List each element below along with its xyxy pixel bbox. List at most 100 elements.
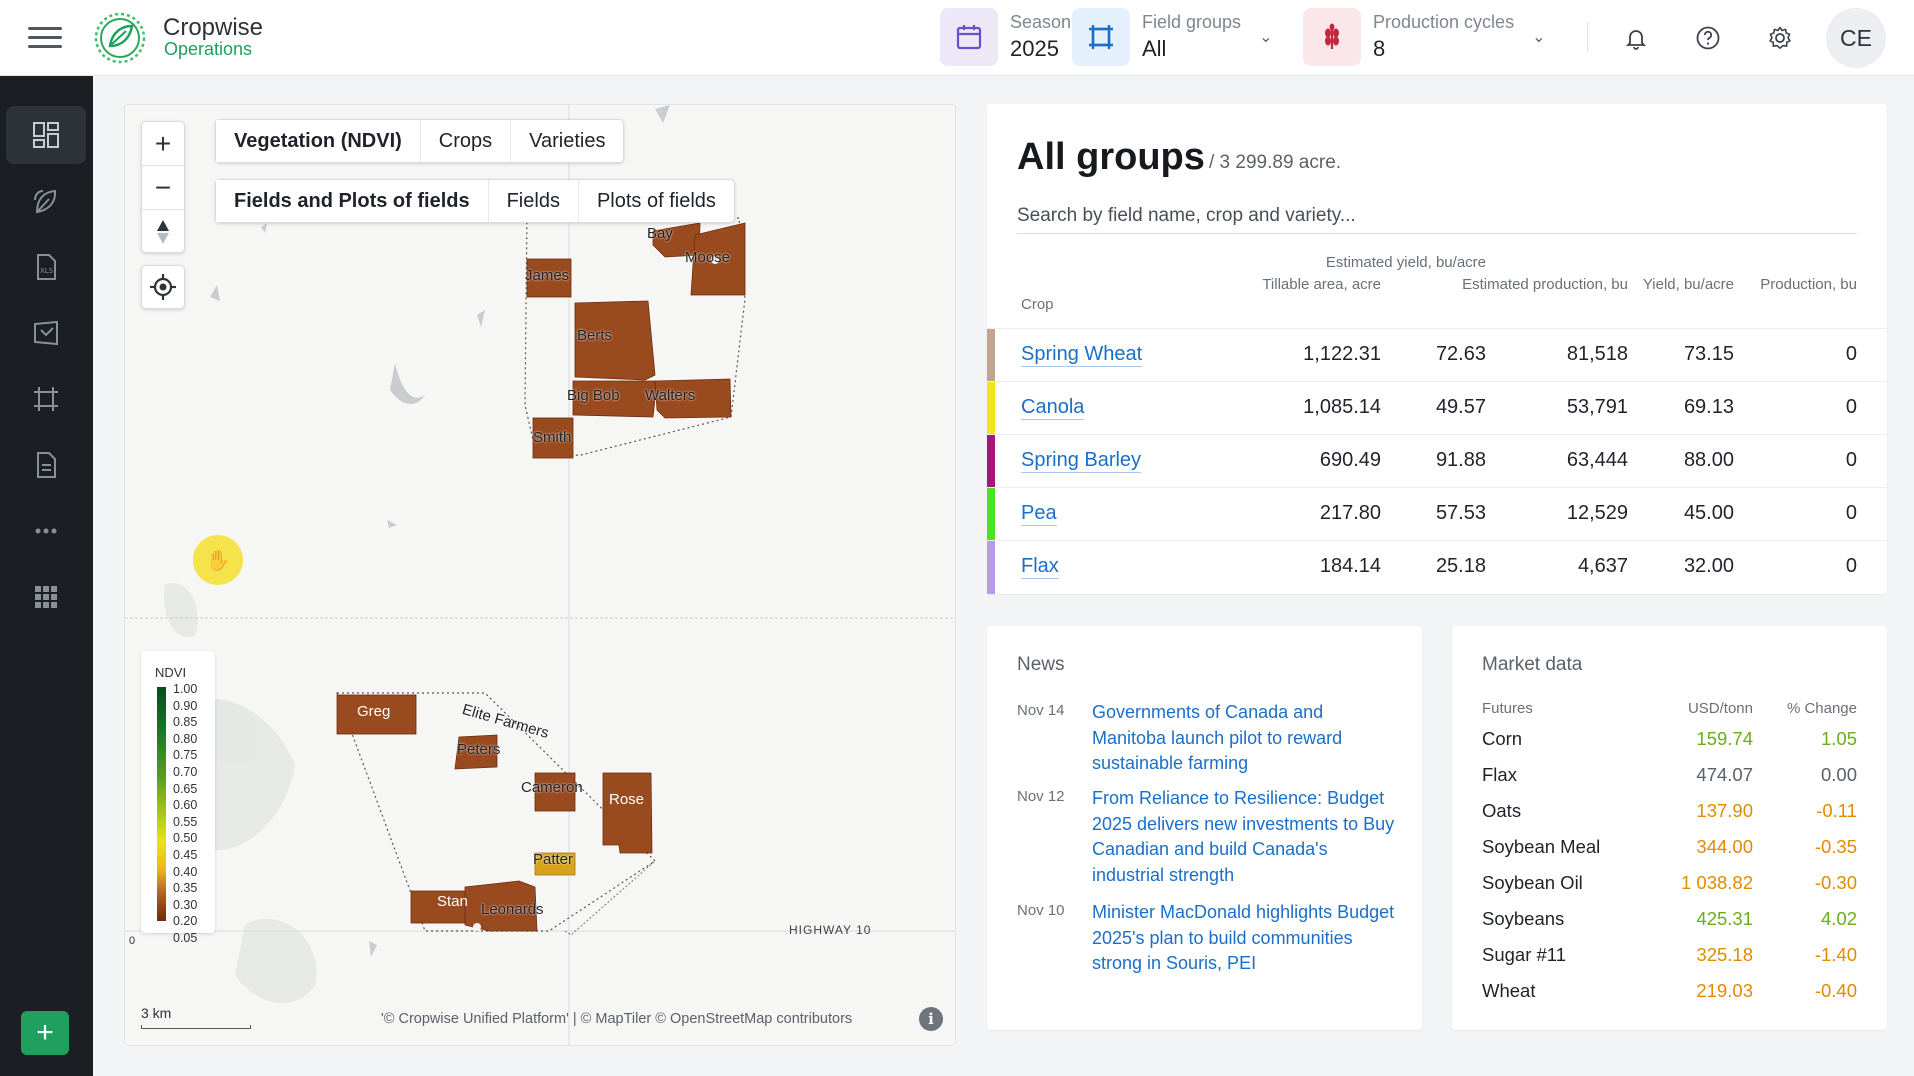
crop-link[interactable]: Pea <box>1021 502 1057 526</box>
crop-link[interactable]: Spring Wheat <box>1021 343 1143 367</box>
table-row[interactable]: Spring Barley 690.49 91.88 63,444 88.00 0 <box>987 434 1887 488</box>
field-groups-selector[interactable]: Field groups All ⌄ <box>1072 6 1272 68</box>
legend-value: 0.20 <box>173 914 198 929</box>
field-map[interactable]: Bay Moose James Berts Big Bob Walters Sm… <box>124 104 956 1046</box>
legend-value: 0.90 <box>173 698 198 713</box>
column-header-price: USD/tonn <box>1687 700 1753 717</box>
commodity-change: 1.05 <box>1820 728 1857 749</box>
field-label[interactable]: Walters <box>645 387 696 404</box>
field-label[interactable]: Greg <box>357 703 391 720</box>
add-button[interactable]: + <box>21 1011 69 1055</box>
production-cycles-selector[interactable]: Production cycles 8 ⌄ <box>1303 6 1545 68</box>
nav-field-map[interactable] <box>6 304 86 362</box>
news-link[interactable]: From Reliance to Resilience: Budget 2025… <box>1092 788 1395 885</box>
cell-est-yield: 57.53 <box>1435 502 1486 524</box>
field-label[interactable]: Leonards <box>481 901 544 918</box>
menu-icon[interactable] <box>28 23 62 53</box>
field-label[interactable]: Stan <box>437 893 468 910</box>
commodity-change: 4.02 <box>1820 908 1857 929</box>
news-link[interactable]: Governments of Canada and Manitoba launc… <box>1092 702 1343 773</box>
legend-zero: 0 <box>129 935 136 947</box>
apps-grid-icon <box>35 586 57 608</box>
help-icon[interactable] <box>1688 18 1728 58</box>
field-label[interactable]: Peters <box>457 741 501 758</box>
nav-spreadsheet[interactable]: XLS <box>6 238 86 296</box>
crop-color-stripe <box>987 382 995 435</box>
zoom-in-button[interactable]: + <box>142 122 184 166</box>
season-label: Season <box>1010 12 1072 32</box>
page-title: All groups <box>1017 136 1205 178</box>
locate-button[interactable] <box>141 265 185 309</box>
field-label[interactable]: Smith <box>533 429 572 446</box>
view-tabs: Fields and Plots of fields Fields Plots … <box>215 179 735 223</box>
pointer-cursor: ✋ <box>193 535 243 585</box>
column-header-est-production: Estimated production, bu <box>1462 276 1628 293</box>
crop-link[interactable]: Spring Barley <box>1021 449 1142 473</box>
cell-area: 1,085.14 <box>1303 396 1381 418</box>
crop-link[interactable]: Flax <box>1021 555 1059 579</box>
zoom-out-button[interactable]: − <box>142 166 184 210</box>
market-row: Oats 137.90 -0.11 <box>1452 800 1887 836</box>
commodity-change: -0.30 <box>1814 872 1857 893</box>
news-link[interactable]: Minister MacDonald highlights Budget 202… <box>1092 902 1395 973</box>
dashboard-icon <box>33 122 59 148</box>
bell-icon[interactable] <box>1616 18 1656 58</box>
legend-color-bar <box>157 687 166 921</box>
search-input[interactable] <box>1017 198 1857 234</box>
legend-value: 0.65 <box>173 781 198 796</box>
nav-crop-frame[interactable] <box>6 370 86 428</box>
compass-button[interactable] <box>142 210 184 254</box>
crop-color-stripe <box>987 435 995 488</box>
season-selector[interactable]: Season 2025 <box>940 6 1071 68</box>
field-label[interactable]: Moose <box>685 249 731 266</box>
field-label[interactable]: Patter <box>533 851 574 868</box>
field-label[interactable]: Bay <box>647 225 673 242</box>
field-label[interactable]: Cameron <box>521 779 583 796</box>
nav-more[interactable] <box>6 502 86 560</box>
column-header-production: Production, bu <box>1760 276 1857 293</box>
cell-est-prod: 4,637 <box>1577 555 1628 577</box>
column-header-change: % Change <box>1786 700 1857 717</box>
tab-vegetation-ndvi[interactable]: Vegetation (NDVI) <box>216 120 421 162</box>
gear-icon[interactable] <box>1760 18 1800 58</box>
market-panel: Market data Futures USD/tonn % Change Co… <box>1452 626 1887 1030</box>
user-avatar[interactable]: CE <box>1826 8 1886 68</box>
nav-documents[interactable] <box>6 436 86 494</box>
commodity-price: 474.07 <box>1696 764 1753 785</box>
field-label[interactable]: James <box>525 267 570 284</box>
news-panel: News Nov 14 Governments of Canada and Ma… <box>987 626 1422 1030</box>
field-label[interactable]: Berts <box>577 327 613 344</box>
tab-fields-and-plots[interactable]: Fields and Plots of fields <box>216 180 489 222</box>
nav-dashboard[interactable] <box>6 106 86 164</box>
field-label[interactable]: Rose <box>609 791 645 808</box>
tab-plots-of-fields[interactable]: Plots of fields <box>596 189 716 212</box>
tab-varieties[interactable]: Varieties <box>529 129 606 152</box>
scale-label: 3 km <box>141 1005 172 1021</box>
news-date: Nov 12 <box>1017 788 1065 805</box>
crop-frame-icon <box>34 387 58 411</box>
table-row[interactable]: Flax 184.14 25.18 4,637 32.00 0 <box>987 540 1887 594</box>
legend-value: 0.05 <box>173 930 198 945</box>
commodity-price: 159.74 <box>1696 728 1753 749</box>
crop-link[interactable]: Canola <box>1021 396 1085 420</box>
tab-crops[interactable]: Crops <box>421 120 512 162</box>
cell-yield: 32.00 <box>1683 555 1734 577</box>
tab-fields[interactable]: Fields <box>489 180 579 222</box>
info-icon[interactable]: i <box>919 1007 943 1031</box>
road-label: HIGHWAY 10 <box>789 923 872 937</box>
table-row[interactable]: Spring Wheat 1,122.31 72.63 81,518 73.15 0 <box>987 328 1887 382</box>
market-row: Soybean Meal 344.00 -0.35 <box>1452 836 1887 872</box>
cell-prod: 0 <box>1845 449 1857 471</box>
cell-prod: 0 <box>1845 502 1857 524</box>
table-row[interactable]: Canola 1,085.14 49.57 53,791 69.13 0 <box>987 381 1887 435</box>
cell-est-prod: 53,791 <box>1566 396 1628 418</box>
nav-crops[interactable] <box>6 172 86 230</box>
field-frame-icon <box>1072 8 1130 66</box>
field-label[interactable]: Big Bob <box>567 387 620 404</box>
table-row[interactable]: Pea 217.80 57.53 12,529 45.00 0 <box>987 487 1887 541</box>
crop-color-stripe <box>987 488 995 541</box>
legend-value: 0.75 <box>173 748 198 763</box>
nav-apps[interactable] <box>6 568 86 626</box>
commodity-change: -0.11 <box>1816 800 1857 821</box>
column-header-futures: Futures <box>1482 700 1533 717</box>
